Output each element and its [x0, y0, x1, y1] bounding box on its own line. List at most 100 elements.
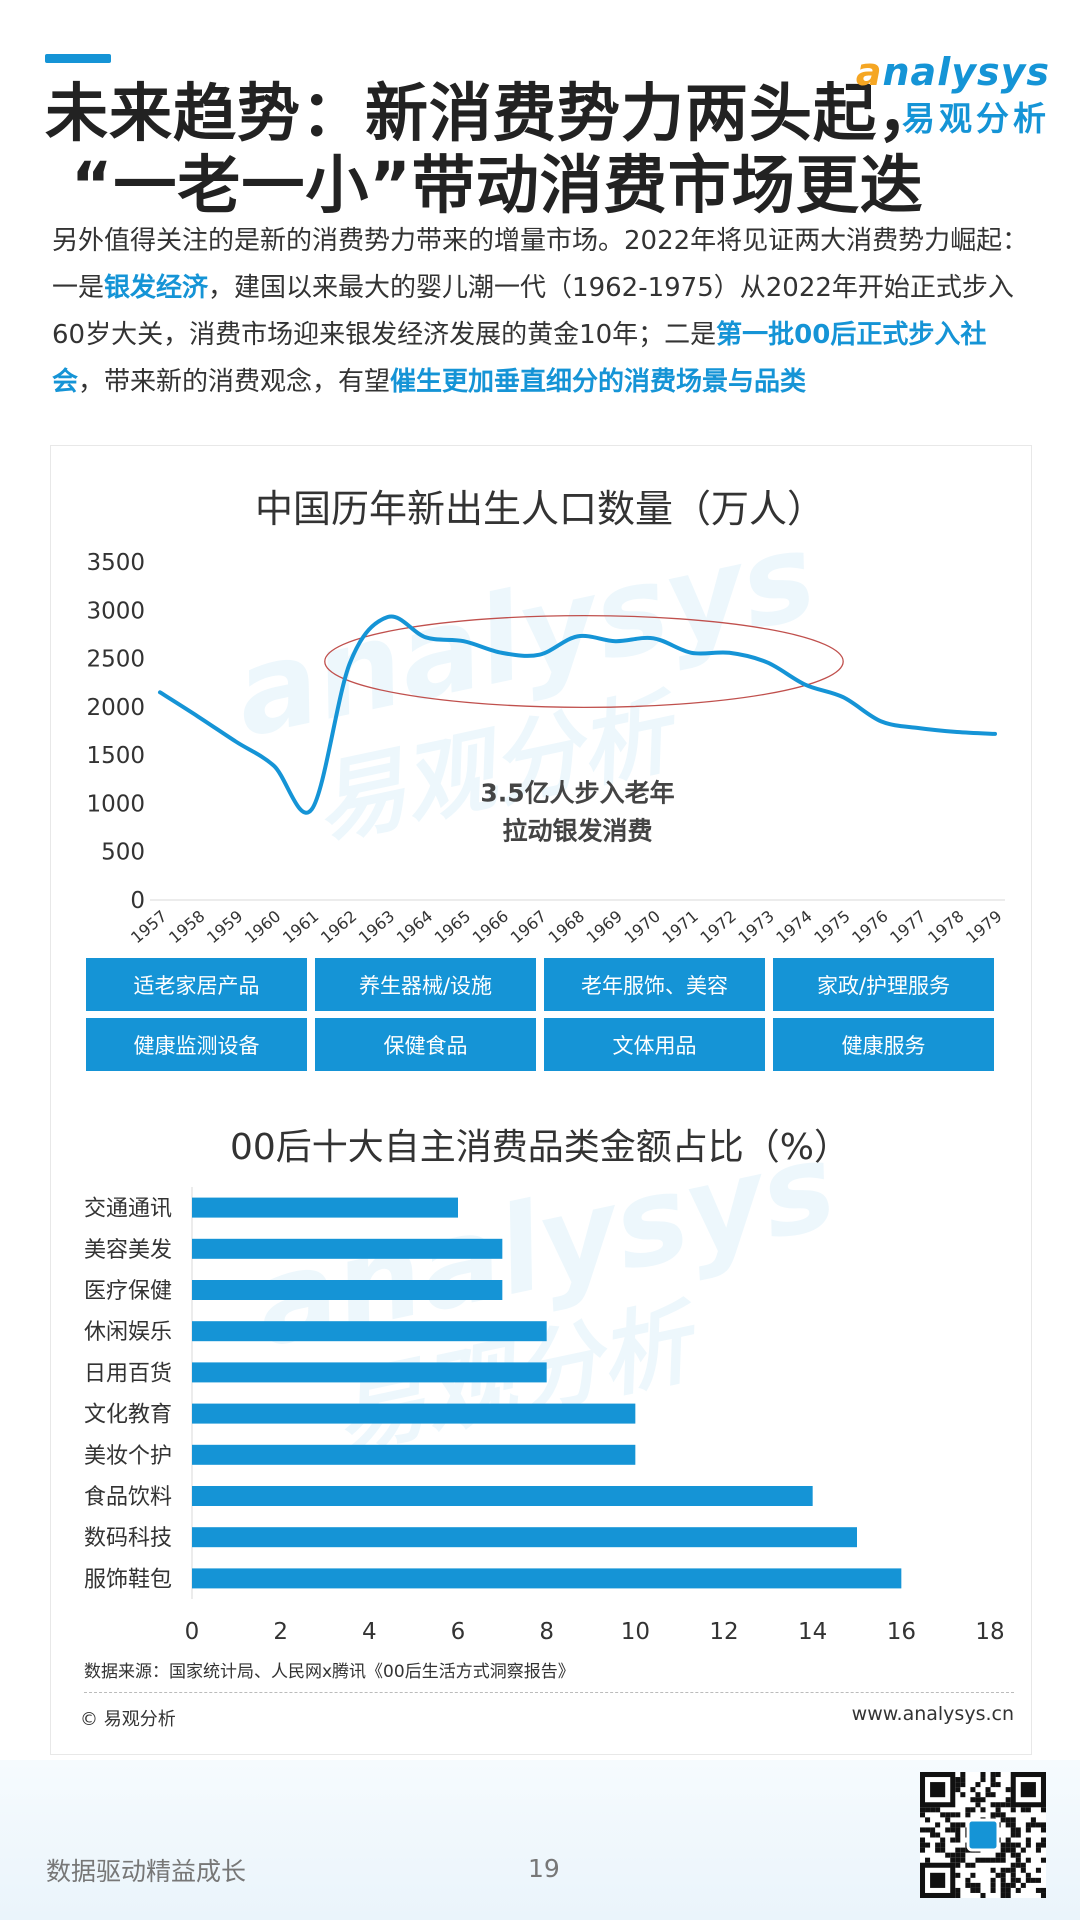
intro-highlight-3: 催生更加垂直细分的消费场景与品类: [390, 367, 807, 397]
bar: [192, 1197, 458, 1218]
y-tick-label: 2500: [86, 647, 145, 673]
x-tick-label: 1962: [317, 907, 360, 948]
x-tick-label: 1977: [886, 907, 929, 948]
category-cell: 保健食品: [315, 1018, 536, 1071]
y-tick-label: 0: [130, 888, 145, 914]
category-cell: 健康监测设备: [86, 1018, 307, 1071]
bar: [192, 1568, 902, 1589]
intro-text-2: ，建国以来最大的婴儿潮一代（1962-1975）从2022年开始正式步入60岁大…: [52, 273, 1014, 350]
bar: [192, 1486, 813, 1506]
x-tick-label: 2: [273, 1619, 288, 1645]
intro-highlight-1: 银发经济: [104, 273, 209, 303]
category-cell: 老年服饰、美容: [544, 958, 765, 1011]
elderly-category-grid: 适老家居产品 养生器械/设施 老年服饰、美容 家政/护理服务 健康监测设备 保健…: [86, 958, 994, 1071]
footer-background: [0, 1760, 1080, 1920]
intro-text-1: 另外值得关注的是新的消费势力带来的增量市场。2022年将见证两大消费势力崛起：一…: [52, 226, 1029, 303]
x-tick-label: 12: [709, 1619, 738, 1645]
x-tick-label: 1970: [621, 907, 664, 948]
logo-chinese: 易观分析: [902, 99, 1050, 138]
x-tick-label: 1978: [924, 907, 967, 948]
qr-finder-core: [930, 1782, 946, 1798]
bar: [192, 1362, 547, 1383]
website-link[interactable]: www.analysys.cn: [851, 1703, 1014, 1725]
footer-slogan: 数据驱动精益成长: [46, 1857, 247, 1886]
y-tick-label: 3000: [86, 598, 145, 624]
category-label: 服饰鞋包: [84, 1567, 172, 1592]
bar: [192, 1321, 547, 1342]
bar: [192, 1403, 636, 1424]
line-chart: 0500100015002000250030003500195719581959…: [86, 550, 1005, 948]
y-tick-label: 3500: [86, 550, 145, 576]
category-label: 美妆个护: [84, 1444, 172, 1469]
logo-wordmark-rest: nalysys: [882, 50, 1050, 94]
x-tick-label: 1965: [431, 907, 474, 948]
x-tick-label: 16: [887, 1619, 916, 1645]
x-tick-label: 1968: [545, 907, 588, 948]
category-label: 日用百货: [84, 1361, 172, 1386]
annotation-line-1: 3.5亿人步入老年: [480, 778, 674, 807]
data-source: 数据来源：国家统计局、人民网x腾讯《00后生活方式洞察报告》: [84, 1662, 575, 1682]
highlight-ellipse: [324, 614, 844, 708]
bar-chart-title: 00后十大自主消费品类金额占比（%）: [229, 1127, 851, 1168]
x-tick-label: 4: [362, 1619, 377, 1645]
x-tick-label: 1969: [583, 907, 626, 948]
intro-highlight-2: 第一批00后正式步入社会: [52, 320, 987, 397]
x-tick-label: 1966: [469, 907, 512, 948]
y-tick-label: 2000: [86, 695, 145, 721]
category-label: 数码科技: [84, 1526, 172, 1551]
x-tick-label: 1974: [772, 907, 815, 948]
category-label: 文化教育: [84, 1403, 172, 1428]
x-tick-label: 1961: [279, 907, 322, 948]
qr-finder-core: [1020, 1782, 1036, 1798]
x-tick-label: 1959: [203, 907, 246, 948]
y-tick-label: 1000: [86, 791, 145, 817]
bar: [192, 1280, 503, 1300]
category-label: 食品饮料: [84, 1485, 172, 1510]
divider: [84, 1692, 1014, 1693]
qr-finder-core: [930, 1872, 946, 1888]
bar: [192, 1527, 857, 1548]
y-tick-label: 1500: [86, 743, 145, 769]
logo-wordmark: analysys: [856, 50, 1050, 94]
accent-bar: [45, 54, 111, 63]
category-cell: 文体用品: [544, 1018, 765, 1071]
bar: [192, 1238, 503, 1259]
bar: [192, 1444, 636, 1465]
x-tick-label: 1963: [355, 907, 398, 948]
annotation-line-2: 拉动银发消费: [502, 816, 652, 845]
page-title: 未来趋势：新消费势力两头起， “一老一小”带动消费市场更迭: [45, 78, 941, 222]
y-tick-label: 500: [101, 840, 145, 866]
category-cell: 适老家居产品: [86, 958, 307, 1011]
category-label: 交通通讯: [84, 1197, 172, 1222]
x-tick-label: 1973: [734, 907, 777, 948]
line-chart-title: 中国历年新出生人口数量（万人）: [254, 487, 825, 531]
x-tick-label: 8: [539, 1619, 554, 1645]
x-tick-label: 14: [798, 1619, 827, 1645]
x-tick-label: 1967: [507, 907, 550, 948]
x-tick-label: 1960: [241, 907, 284, 948]
x-tick-label: 0: [185, 1619, 200, 1645]
x-tick-label: 1971: [659, 907, 702, 948]
x-tick-label: 1958: [165, 907, 208, 948]
logo-initial: a: [855, 50, 883, 94]
brand-logo: analysys 易观分析: [856, 50, 1050, 140]
category-cell: 家政/护理服务: [773, 958, 994, 1011]
x-tick-label: 10: [621, 1619, 650, 1645]
category-label: 医疗保健: [84, 1279, 172, 1304]
x-tick-label: 1975: [810, 907, 853, 948]
population-series-line: [158, 614, 997, 815]
intro-paragraph: 另外值得关注的是新的消费势力带来的增量市场。2022年将见证两大消费势力崛起：一…: [52, 218, 1038, 406]
x-tick-label: 1972: [696, 907, 739, 948]
x-tick-label: 18: [975, 1619, 1004, 1645]
x-tick-label: 1976: [848, 907, 891, 948]
qr-center-logo: [966, 1818, 1000, 1852]
title-line-1: 未来趋势：新消费势力两头起，: [45, 77, 941, 150]
copyright: © 易观分析: [80, 1709, 176, 1730]
category-label: 休闲娱乐: [84, 1320, 172, 1345]
category-cell: 养生器械/设施: [315, 958, 536, 1011]
page-number: 19: [528, 1854, 560, 1883]
qr-code-icon: [920, 1772, 1046, 1898]
intro-text-3: ，带来新的消费观念，有望: [78, 367, 391, 397]
x-tick-label: 1964: [393, 907, 436, 948]
x-tick-label: 6: [451, 1619, 466, 1645]
